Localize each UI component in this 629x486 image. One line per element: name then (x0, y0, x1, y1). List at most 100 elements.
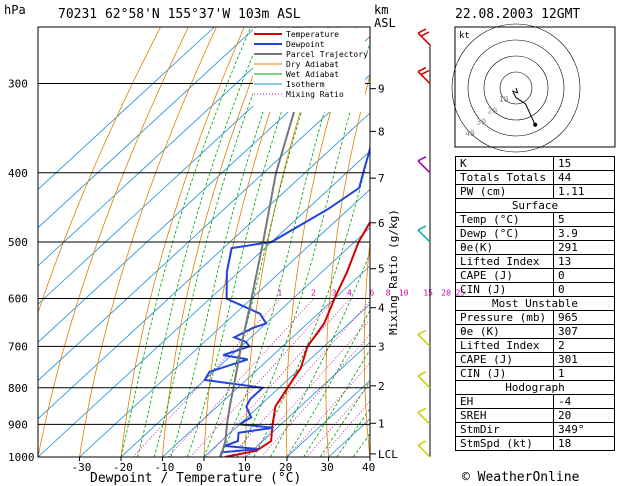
wet-adiabat-line (220, 27, 352, 457)
mixing-ratio-line (287, 362, 370, 457)
pressure-tick-label: 400 (8, 167, 28, 180)
height-tick-label: 3 (378, 340, 385, 353)
wet-adiabat-line (236, 41, 370, 457)
mixing-ratio-value-label: 15 (423, 289, 433, 298)
hodograph-ring (451, 23, 581, 153)
hodograph-ring-label: 10 (499, 95, 509, 104)
indices-row: StmDir 349° (455, 422, 615, 437)
indices-row: EH -4 (455, 394, 615, 409)
wind-barb-staff (417, 32, 431, 46)
indices-value: 307 (553, 324, 615, 339)
mixing-ratio-value-label: 2 (311, 289, 316, 298)
wind-barb-flag (417, 28, 427, 34)
wind-barb-staff (417, 229, 431, 243)
height-tick-label: 1 (378, 417, 385, 430)
indices-label: Lifted Index (455, 254, 554, 269)
hodograph-ring (499, 71, 533, 105)
indices-value: 15 (553, 156, 615, 171)
indices-heading-label: Most Unstable (455, 296, 615, 311)
indices-row: StmSpd (kt) 18 (455, 436, 615, 451)
indices-row: CAPE (J) 301 (455, 352, 615, 367)
mixing-ratio-axis-label: Mixing Ratio (g/kg) (387, 209, 400, 335)
height-tick-label: 7 (378, 172, 385, 185)
mixing-ratio-value-label: 6 (369, 289, 374, 298)
wet-adiabat-line (336, 407, 370, 457)
indices-value: 20 (553, 408, 615, 423)
mixing-ratio-value-label: 8 (386, 289, 391, 298)
indices-row: CIN (J) 1 (455, 366, 615, 381)
wind-barb-flag (417, 329, 427, 336)
hodograph-ring (483, 55, 549, 121)
dewpoint-line (203, 145, 370, 457)
wet-adiabat-line (270, 251, 370, 457)
indices-value: 1.11 (553, 184, 615, 199)
indices-row: θe(K) 291 (455, 240, 615, 255)
indices-row: PW (cm) 1.11 (455, 184, 615, 199)
mixing-ratio-line (229, 300, 370, 457)
copyright-footer: © WeatherOnline (462, 470, 580, 485)
wind-barb-staff (417, 333, 431, 347)
indices-row: Lifted Index 2 (455, 338, 615, 353)
temperature-tick-label: 20 (279, 461, 292, 474)
temperature-tick-label: -20 (113, 461, 133, 474)
wind-barb-flag (417, 66, 427, 73)
height-tick-label: 8 (378, 125, 385, 138)
indices-section-heading: Surface (455, 198, 615, 213)
indices-label: PW (cm) (455, 184, 554, 199)
hodograph-ring-label: 30 (476, 118, 486, 127)
wind-barb-staff (417, 71, 431, 85)
indices-label: CAPE (J) (455, 268, 554, 283)
pressure-tick-label: 1000 (8, 451, 35, 464)
indices-row: K 15 (455, 156, 615, 171)
wind-barb-staff (417, 160, 431, 174)
km-label: km (374, 3, 389, 17)
indices-section-heading: Most Unstable (455, 296, 615, 311)
pressure-tick-label: 600 (8, 293, 28, 306)
indices-label: Totals Totals (455, 170, 554, 185)
pressure-tick-label: 500 (8, 236, 28, 249)
indices-label: K (455, 156, 554, 171)
temperature-line (224, 220, 370, 457)
indices-row: Totals Totals 44 (455, 170, 615, 185)
indices-label: StmSpd (kt) (455, 436, 554, 451)
mixing-ratio-value-label: 20 (441, 289, 451, 298)
indices-row: θe (K) 307 (455, 324, 615, 339)
hodograph-unit-label: kt (459, 31, 470, 41)
isotherm-line (38, 27, 215, 190)
indices-value: 0 (553, 282, 615, 297)
legend-entry: Dry Adiabat (286, 60, 339, 69)
indices-section-heading: Hodograph (455, 380, 615, 395)
wet-adiabat-line (203, 27, 331, 457)
hodograph-ring (467, 39, 565, 137)
asl-label: ASL (374, 16, 396, 30)
pressure-tick-label: 300 (8, 78, 28, 91)
wind-barb-flag (417, 407, 427, 413)
indices-value: 13 (553, 254, 615, 269)
indices-value: 349° (553, 422, 615, 437)
dry-adiabat-line (79, 27, 217, 457)
dry-adiabat-line (120, 27, 245, 457)
mixing-ratio-value-label: 10 (399, 289, 409, 298)
temperature-tick-label: -30 (72, 461, 92, 474)
temperature-tick-label: 10 (238, 461, 251, 474)
indices-row: SREH 20 (455, 408, 615, 423)
pressure-unit-label: hPa (4, 3, 26, 17)
temperature-tick-label: -10 (155, 461, 175, 474)
wet-adiabat-line (153, 27, 280, 457)
indices-label: CAPE (J) (455, 352, 554, 367)
legend-entry: Mixing Ratio (286, 90, 344, 99)
indices-row: Lifted Index 13 (455, 254, 615, 269)
indices-heading-label: Surface (455, 198, 615, 213)
mixing-ratio-value-label: 4 (347, 289, 352, 298)
wind-barb-flag (420, 31, 430, 37)
indices-value: 5 (553, 212, 615, 227)
indices-value: 2 (553, 338, 615, 353)
dry-adiabat-line (363, 237, 370, 457)
height-tick-label: 2 (378, 380, 385, 393)
dry-adiabat-line (286, 27, 357, 457)
hodograph-ring-label: 20 (488, 106, 498, 115)
indices-label: CIN (J) (455, 282, 554, 297)
datetime: 22.08.2003 12GMT (455, 7, 581, 22)
